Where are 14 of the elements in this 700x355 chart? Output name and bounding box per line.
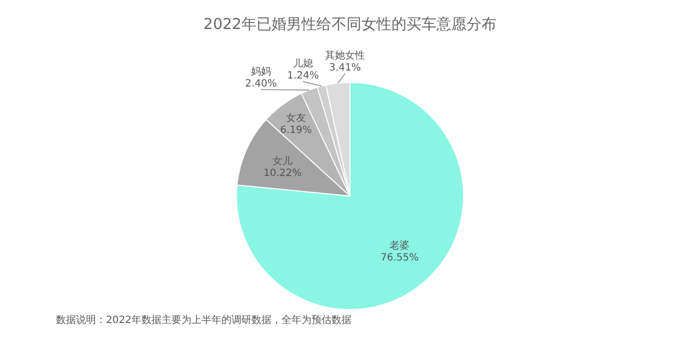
data-label: 1.24% (287, 70, 319, 82)
slice-label: 老婆 (390, 240, 410, 252)
data-label: 3.41% (329, 62, 361, 74)
data-label: 6.19% (280, 125, 312, 136)
slice-label: 儿媳 (293, 58, 313, 70)
text: 数据说明：2022年数据主要为上半年的调研数据，全年为预估数据 (56, 314, 352, 328)
data-label: 2.40% (245, 78, 277, 90)
chart-title: 2022年已婚男性给不同女性的买车意愿分布 (203, 14, 497, 33)
slice-label: 其她女性 (325, 50, 365, 62)
slice-label: 女友 (286, 112, 306, 124)
slice-label: 女儿 (272, 155, 293, 168)
data-label: 76.55% (380, 252, 419, 264)
slice-label: 妈妈 (251, 66, 271, 78)
data-label: 10.22% (264, 168, 302, 180)
